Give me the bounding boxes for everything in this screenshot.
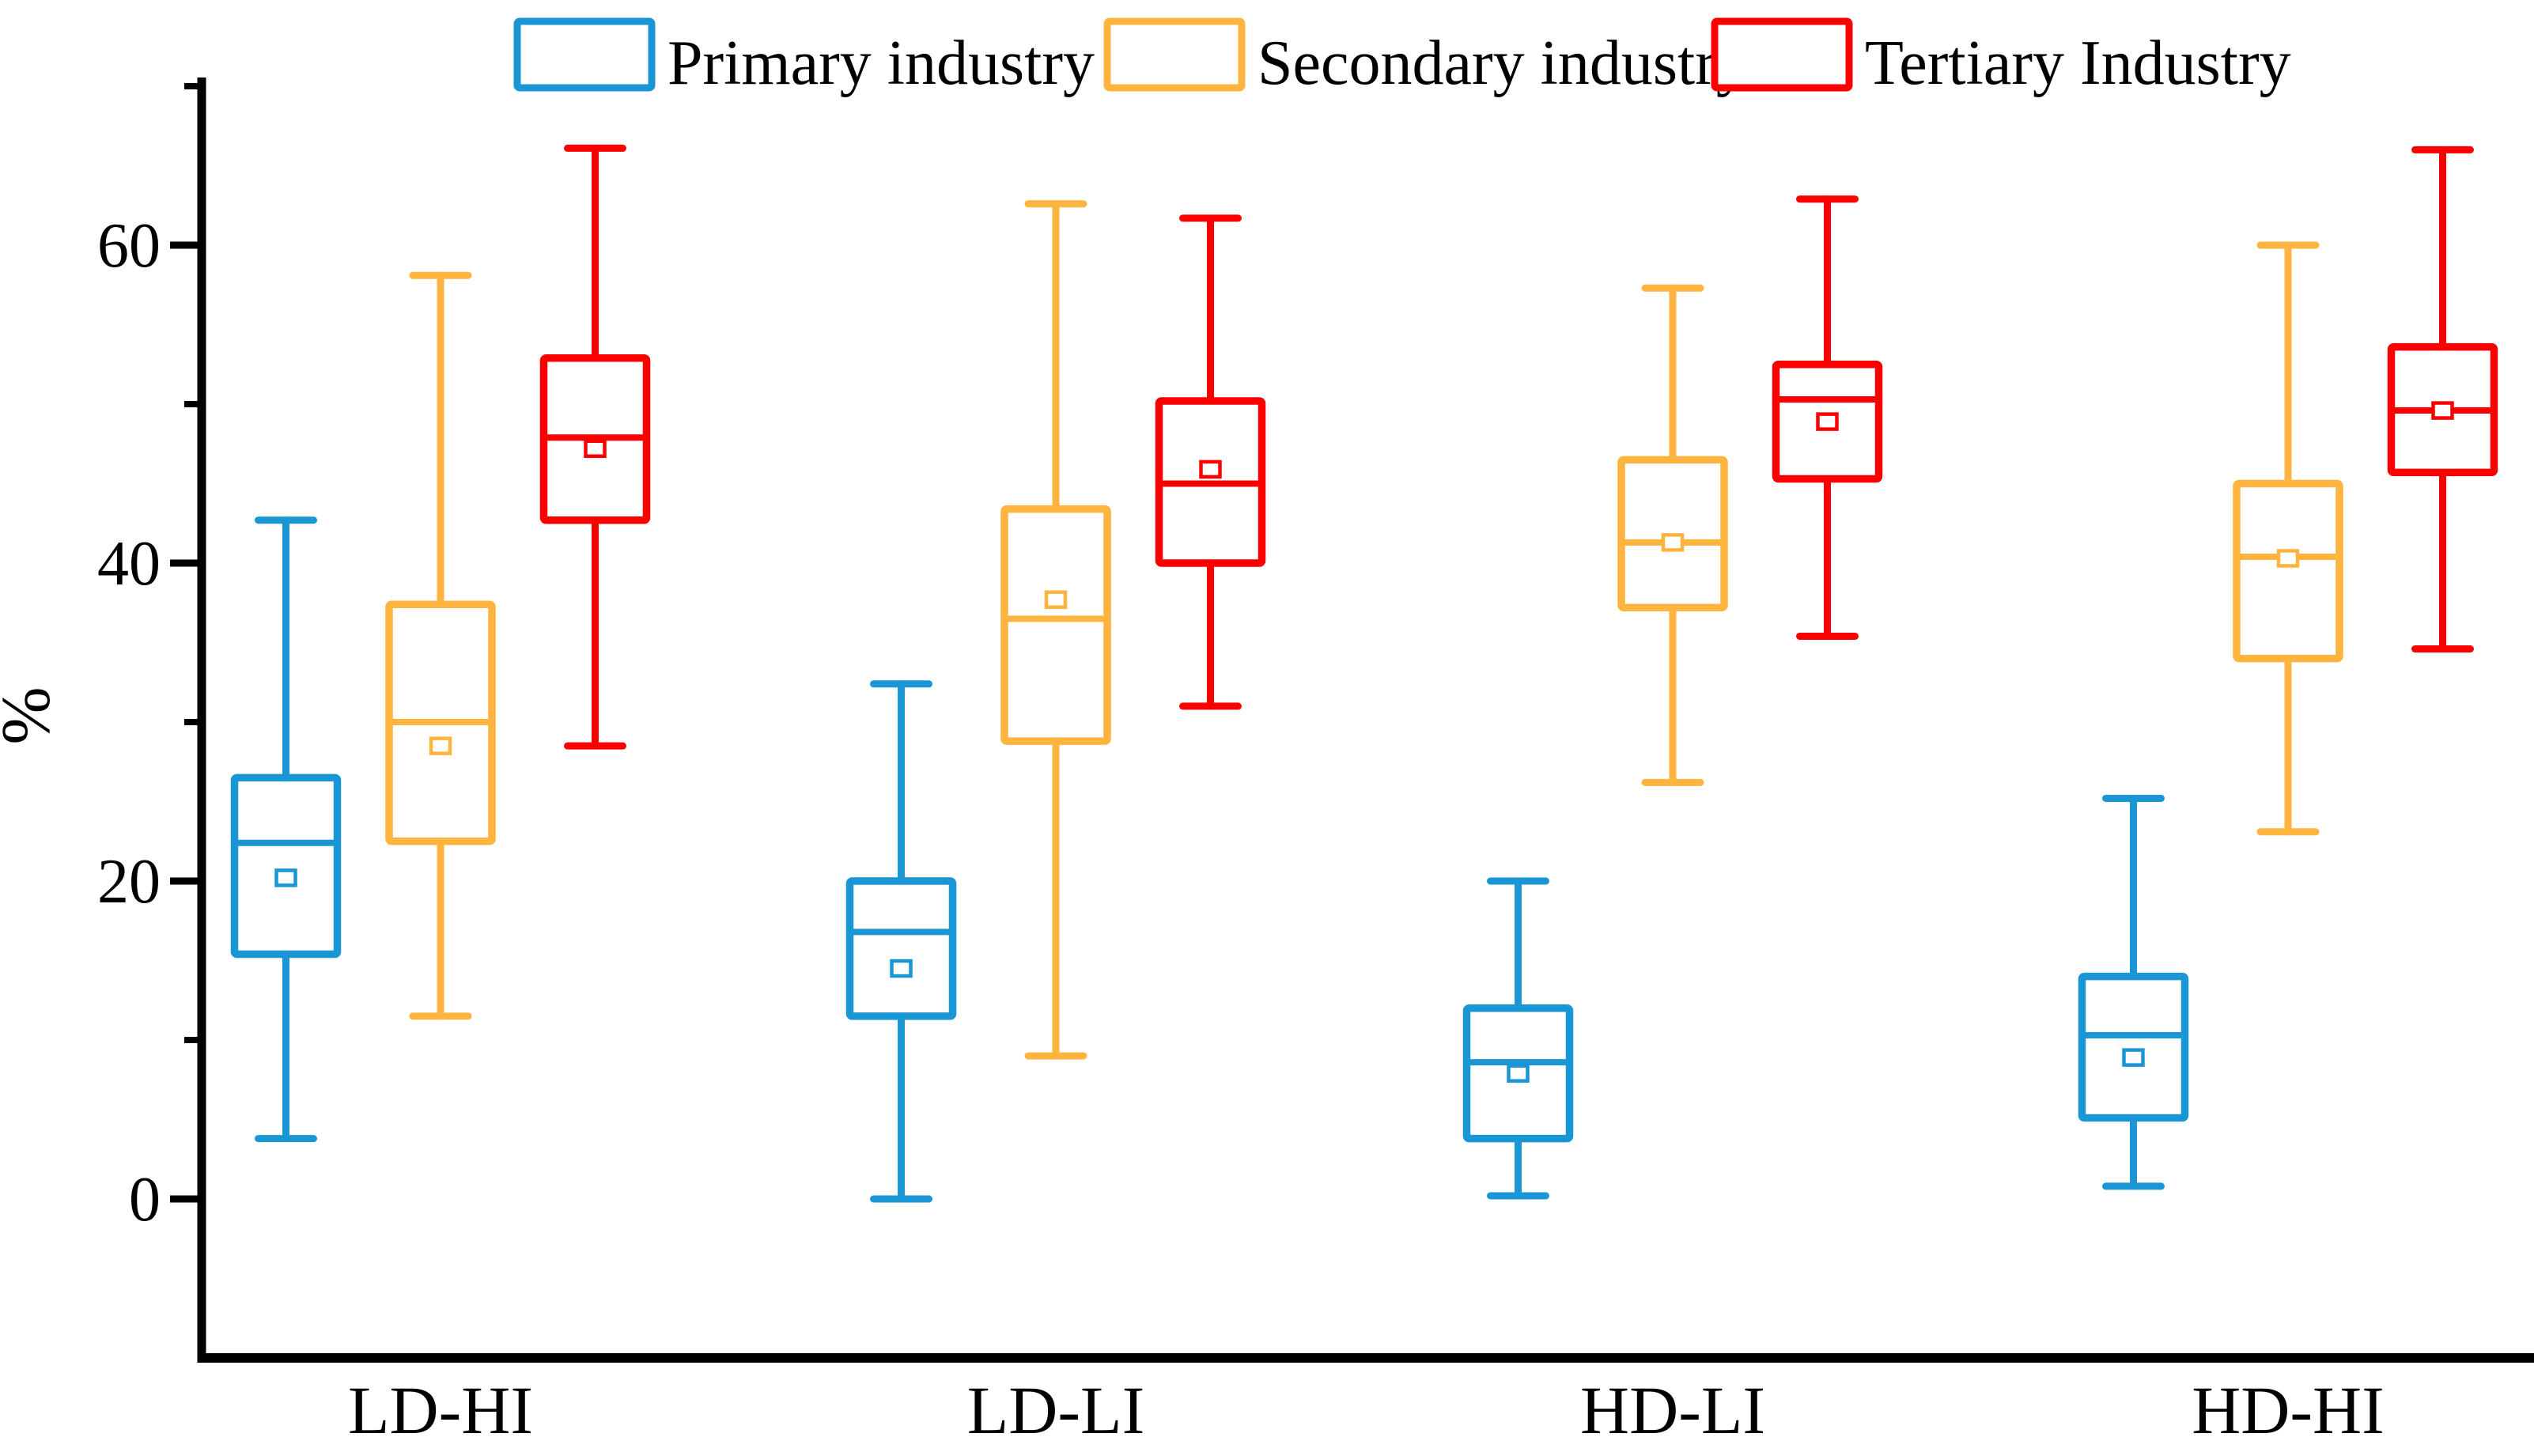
y-axis-label: % (0, 686, 65, 744)
mean-marker-tertiary-ld-li (1199, 459, 1222, 479)
y-tick-label: 60 (97, 211, 161, 281)
mean-marker-primary-ld-li (890, 959, 913, 978)
x-category-label: LD-HI (348, 1372, 533, 1448)
mean-marker-primary-hd-hi (2122, 1048, 2145, 1067)
y-tick-label: 20 (97, 847, 161, 917)
legend-label: Tertiary Industry (1865, 28, 2291, 98)
mean-marker-secondary-hd-hi (2276, 549, 2300, 568)
box-secondary-ld-li (1000, 505, 1111, 745)
box-primary-ld-li (845, 877, 957, 1020)
mean-marker-tertiary-hd-hi (2431, 401, 2454, 420)
x-category-label: HD-HI (2192, 1372, 2385, 1448)
mean-marker-primary-ld-hi (274, 868, 297, 887)
box-primary-ld-hi (230, 773, 342, 959)
mean-marker-secondary-ld-li (1044, 590, 1068, 609)
box-secondary-hd-hi (2233, 479, 2343, 663)
mean-marker-tertiary-hd-li (1816, 412, 1839, 431)
mean-marker-secondary-hd-li (1661, 533, 1685, 552)
y-tick-label: 0 (129, 1165, 161, 1235)
legend-swatch-2 (1103, 17, 1246, 92)
legend-swatch-3 (1711, 17, 1853, 92)
mean-marker-tertiary-ld-hi (584, 439, 607, 459)
legend-label: Secondary industry (1258, 28, 1748, 98)
x-category-label: HD-LI (1580, 1372, 1765, 1448)
y-tick-label: 40 (97, 529, 161, 599)
box-primary-hd-hi (2078, 972, 2189, 1122)
legend-swatch-1 (513, 17, 656, 92)
mean-marker-secondary-ld-hi (429, 736, 452, 755)
mean-marker-primary-hd-li (1507, 1064, 1530, 1083)
x-category-label: LD-LI (967, 1372, 1144, 1448)
legend-label: Primary industry (668, 28, 1095, 98)
